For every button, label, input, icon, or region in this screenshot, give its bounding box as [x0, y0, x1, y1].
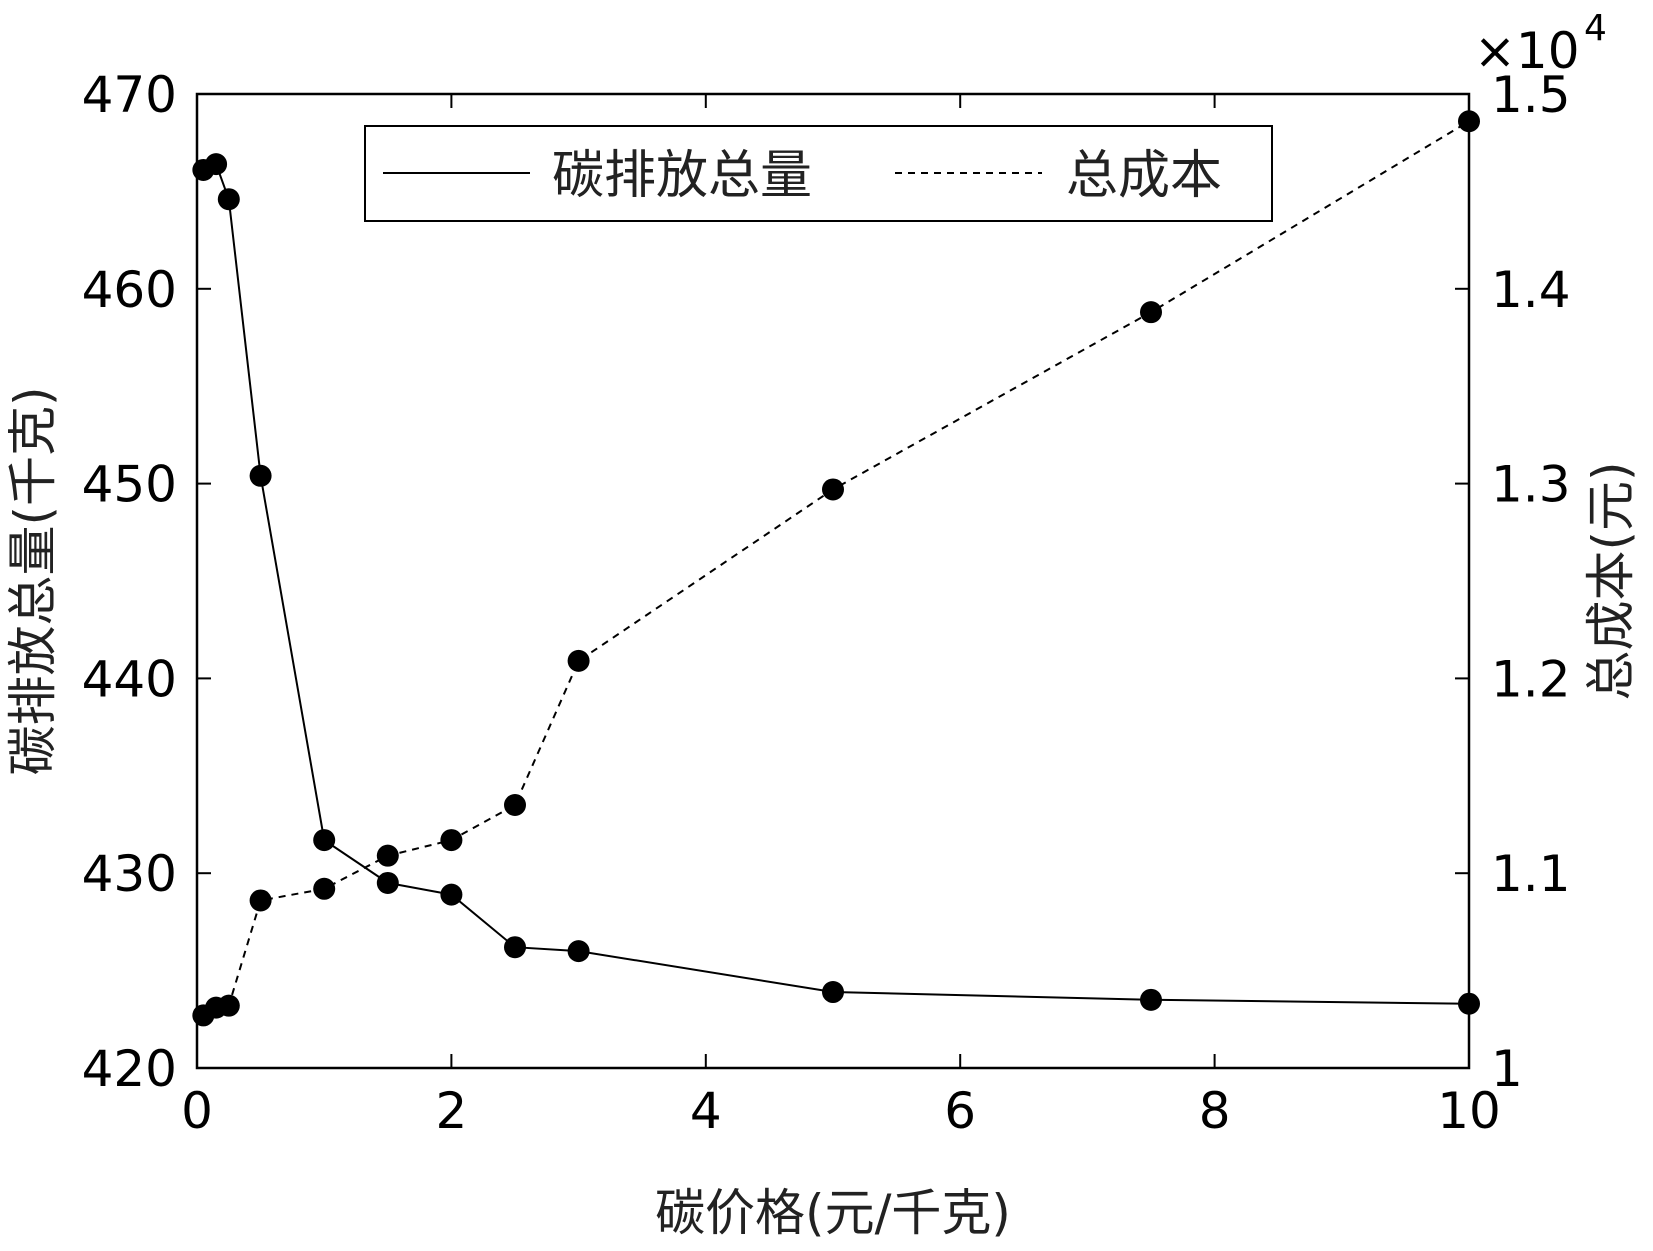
y-right-tick-label-0: 1 — [1491, 1040, 1523, 1098]
ticks-layer: 0 2 4 6 8 10 420 430 440 450 460 470 1 1.1 1.2 1.3 1.4 1.… — [82, 66, 1571, 1140]
plot-frame — [195, 92, 1471, 1070]
x-axis-title: 碳价格(元/千克) — [655, 1184, 1011, 1242]
series-0-point-1 — [205, 153, 228, 176]
right-axis-exponent: ×10 4 — [1474, 8, 1607, 80]
series-0-point-10 — [1140, 988, 1162, 1011]
y-left-tick-label-1: 430 — [82, 845, 177, 903]
x-tick-label-3: 6 — [944, 1082, 976, 1140]
y-right-tick-label-5: 1.5 — [1491, 66, 1571, 124]
series-1-point-8 — [567, 649, 590, 672]
y-right-tick-label-3: 1.3 — [1491, 456, 1571, 514]
legend-box — [364, 125, 1273, 222]
series-0-point-8 — [567, 940, 590, 963]
x-tick-label-4: 8 — [1199, 1082, 1231, 1140]
series-1-point-9 — [822, 478, 844, 501]
y-left-tick-label-4: 460 — [82, 261, 177, 319]
series-1-point-7 — [504, 794, 526, 817]
x-tick-label-1: 2 — [435, 1082, 467, 1140]
x-tick-label-2: 4 — [690, 1082, 722, 1140]
y-right-tick-label-2: 1.2 — [1491, 650, 1571, 708]
series-1-point-10 — [1140, 301, 1162, 324]
y-right-tick-label-4: 1.4 — [1491, 261, 1571, 319]
y-right-tick-label-1: 1.1 — [1491, 845, 1571, 903]
series-0-point-5 — [376, 871, 399, 894]
series-line-1 — [202, 120, 1470, 1017]
y-left-tick-label-2: 440 — [82, 650, 177, 708]
series-0-point-7 — [504, 936, 526, 959]
right-axis-exponent-power: 4 — [1584, 8, 1607, 49]
legend: 碳排放总量 总成本 — [364, 125, 1273, 222]
series-1-point-5 — [376, 844, 399, 867]
series-1-point-2 — [217, 994, 240, 1017]
series-0-point-2 — [217, 188, 240, 211]
x-tick-label-5: 10 — [1437, 1082, 1501, 1140]
legend-label-cost: 总成本 — [1066, 146, 1222, 206]
series-0-point-3 — [249, 464, 272, 487]
y-right-axis-title: 总成本(元) — [1582, 461, 1640, 700]
x-tick-label-0: 0 — [181, 1082, 213, 1140]
series-1-point-4 — [313, 877, 336, 900]
y-left-axis-title: 碳排放总量(千克) — [4, 386, 62, 775]
legend-label-emissions: 碳排放总量 — [552, 146, 812, 206]
series-0-point-9 — [822, 981, 844, 1004]
series-1-point-6 — [440, 829, 463, 852]
right-axis-exponent-base: ×10 — [1474, 22, 1580, 80]
y-left-tick-label-0: 420 — [82, 1040, 177, 1098]
y-left-tick-label-3: 450 — [82, 456, 177, 514]
series-0-point-6 — [440, 883, 463, 906]
series-1-point-3 — [249, 889, 272, 912]
series-0-point-4 — [313, 829, 336, 852]
y-left-tick-label-5: 470 — [82, 66, 177, 124]
